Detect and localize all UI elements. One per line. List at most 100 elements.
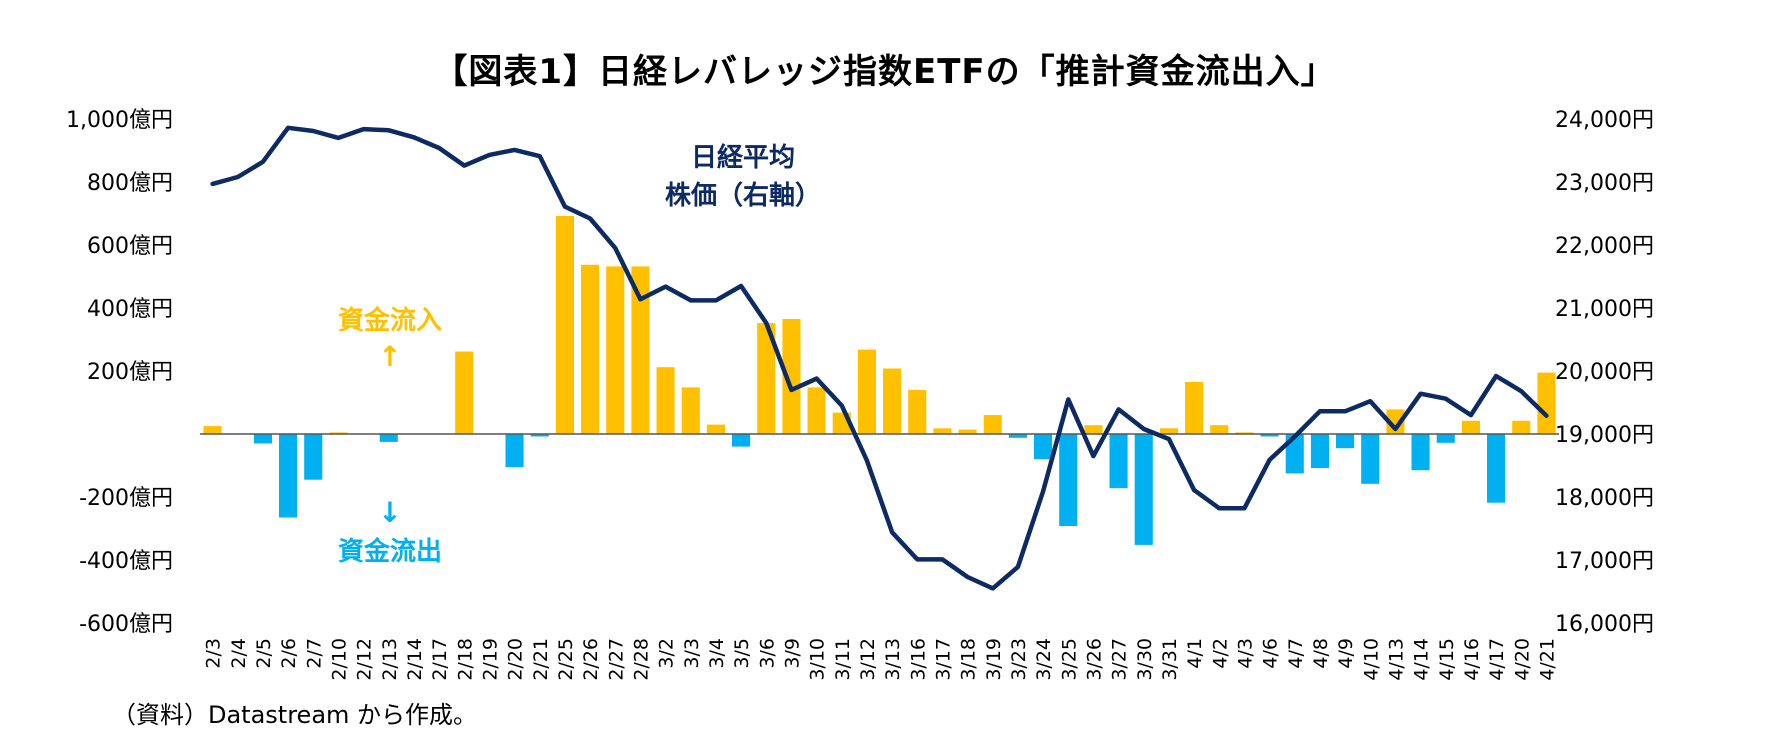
left-axis-tick-label: -400億円 <box>79 549 173 574</box>
right-axis-tick-label: 20,000円 <box>1555 360 1654 385</box>
left-axis-tick-label: 200億円 <box>87 360 173 385</box>
right-axis-tick-label: 16,000円 <box>1555 612 1654 637</box>
flow-bar-2/18 <box>455 351 474 434</box>
x-axis-tick-label: 2/26 <box>580 638 602 681</box>
x-axis-tick-label: 3/24 <box>1033 638 1055 681</box>
flow-bar-3/27 <box>1109 434 1128 489</box>
flow-bar-4/14 <box>1411 434 1430 471</box>
x-axis-tick-label: 2/13 <box>379 638 401 681</box>
flow-bar-4/7 <box>1285 434 1304 474</box>
x-axis-tick-label: 2/4 <box>228 638 250 669</box>
flow-bar-4/13 <box>1386 409 1405 434</box>
flow-bar-4/1 <box>1185 382 1204 434</box>
x-axis-tick-label: 2/19 <box>479 638 501 681</box>
x-axis-tick-label: 4/10 <box>1360 638 1382 681</box>
flow-bar-4/6 <box>1260 434 1279 437</box>
flow-bar-3/18 <box>958 429 977 434</box>
flow-bar-3/25 <box>1059 434 1078 526</box>
right-axis-tick-label: 24,000円 <box>1555 108 1654 133</box>
right-axis-tick-labels: 16,000円 17,000円 18,000円 19,000円 20,000円 21,00… <box>1555 108 1654 637</box>
x-axis-tick-label: 2/5 <box>253 638 275 669</box>
x-axis-tick-label: 2/17 <box>429 638 451 681</box>
left-axis-tick-label: 600億円 <box>87 234 173 259</box>
x-axis-tick-label: 4/15 <box>1436 638 1458 681</box>
flow-bar-4/8 <box>1310 434 1329 468</box>
flow-bar-3/10 <box>807 387 826 434</box>
x-axis-tick-label: 2/10 <box>328 638 350 681</box>
flow-bar-3/31 <box>1159 428 1178 434</box>
x-axis-tick-label: 4/1 <box>1184 638 1206 669</box>
flow-bar-2/28 <box>631 266 650 434</box>
x-axis-tick-label: 2/18 <box>454 638 476 681</box>
flow-bar-2/26 <box>581 264 600 434</box>
right-axis-tick-label: 21,000円 <box>1555 297 1654 322</box>
x-axis-tick-label: 3/3 <box>681 638 703 669</box>
flow-bar-3/19 <box>983 415 1002 434</box>
x-axis-tick-label: 3/31 <box>1159 638 1181 681</box>
x-axis-tick-label: 2/14 <box>404 638 426 681</box>
chart-title: 【図表1】日経レバレッジ指数ETFの「推計資金流出入」 <box>433 52 1336 92</box>
flow-bar-3/24 <box>1034 434 1053 460</box>
flow-bar-4/17 <box>1487 434 1506 503</box>
x-axis-tick-label: 4/16 <box>1461 638 1483 681</box>
flow-bar-3/17 <box>933 428 952 434</box>
flow-bar-3/13 <box>883 368 902 434</box>
flow-bar-2/6 <box>279 434 298 518</box>
x-axis-tick-label: 3/18 <box>958 638 980 681</box>
x-axis-tick-label: 4/20 <box>1511 638 1533 681</box>
flow-bar-3/2 <box>656 367 675 434</box>
x-axis-tick-label: 4/3 <box>1234 638 1256 669</box>
x-axis-tick-label: 2/25 <box>555 638 577 681</box>
x-axis-tick-label: 4/14 <box>1411 638 1433 681</box>
flow-bar-3/5 <box>732 434 751 447</box>
x-axis-tick-label: 3/13 <box>882 638 904 681</box>
x-axis-tick-label: 3/26 <box>1083 638 1105 681</box>
x-axis-tick-label: 4/13 <box>1385 638 1407 681</box>
x-axis-tick-label: 2/28 <box>630 638 652 681</box>
nikkei-annotation-line2: 株価（右軸） <box>665 180 821 211</box>
x-axis-tick-label: 3/6 <box>756 638 778 669</box>
x-axis-tick-label: 2/6 <box>278 638 300 669</box>
x-axis-tick-label: 2/27 <box>605 638 627 681</box>
x-axis-tick-label: 2/7 <box>303 638 325 669</box>
x-axis-tick-labels: 2/3 2/4 2/5 2/6 2/7 2/10 2/12 2/13 2/14 2/17 2/18 2… <box>203 638 1559 681</box>
nikkei-line <box>210 125 1549 591</box>
flow-bar-3/30 <box>1134 434 1153 545</box>
flow-bar-4/15 <box>1436 434 1455 443</box>
flow-bar-4/10 <box>1361 434 1380 484</box>
x-axis-tick-label: 3/25 <box>1058 638 1080 681</box>
flow-bar-2/20 <box>505 434 524 468</box>
x-axis-tick-label: 2/20 <box>505 638 527 681</box>
flow-bar-2/13 <box>379 434 398 442</box>
x-axis-tick-label: 4/7 <box>1285 638 1307 669</box>
flow-bar-4/20 <box>1512 420 1531 434</box>
x-axis-tick-label: 2/21 <box>530 638 552 681</box>
x-axis-tick-label: 2/3 <box>203 638 225 669</box>
x-axis-tick-label: 3/4 <box>706 638 728 669</box>
left-axis-tick-label: -200億円 <box>79 486 173 511</box>
outflow-label: 資金流出 <box>338 536 442 567</box>
flow-bar-3/26 <box>1084 425 1103 434</box>
left-axis-tick-label: -600億円 <box>79 612 173 637</box>
x-axis-tick-label: 4/2 <box>1209 638 1231 669</box>
bar-series <box>203 216 1556 545</box>
flow-bar-3/9 <box>782 319 801 434</box>
flow-bar-2/5 <box>253 434 272 444</box>
left-axis-tick-label: 1,000億円 <box>66 108 173 133</box>
x-axis-tick-label: 3/23 <box>1008 638 1030 681</box>
flow-bar-3/16 <box>908 389 927 434</box>
left-axis-tick-label: 800億円 <box>87 171 173 196</box>
flow-bar-2/3 <box>203 426 222 434</box>
right-axis-tick-label: 18,000円 <box>1555 486 1654 511</box>
flow-bar-2/25 <box>555 216 574 434</box>
left-axis-tick-label: 400億円 <box>87 297 173 322</box>
source-note: （資料）Datastream から作成。 <box>112 701 478 729</box>
x-axis-tick-label: 3/2 <box>656 638 678 669</box>
left-axis-tick-labels: -600億円 -400億円 -200億円 200億円 400億円 600億円 800億円 1,… <box>66 108 173 637</box>
flow-bar-3/4 <box>706 424 725 434</box>
right-axis-tick-label: 23,000円 <box>1555 171 1654 196</box>
flow-bar-2/10 <box>329 432 348 434</box>
flow-bar-3/23 <box>1008 434 1027 438</box>
x-axis-tick-label: 3/30 <box>1134 638 1156 681</box>
